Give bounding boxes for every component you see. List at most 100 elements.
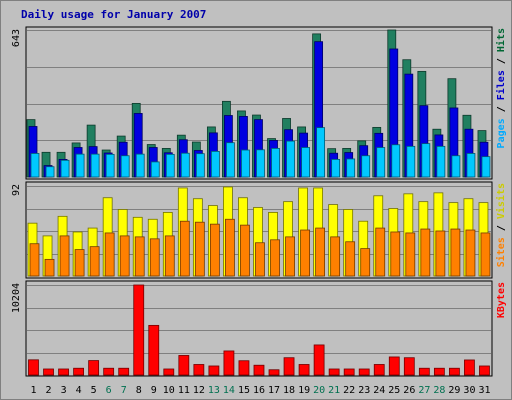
bar-sites-day-3 (59, 235, 70, 277)
axis-label-part: Sites (495, 237, 507, 267)
bar-pages-day-25 (391, 144, 401, 178)
chart-title: Daily usage for January 2007 (21, 8, 206, 21)
bar-kbytes-day-18 (283, 357, 295, 376)
x-tick-label-day-24: 24 (373, 385, 385, 396)
bar-kbytes-day-2 (43, 368, 54, 376)
bar-kbytes-day-12 (193, 364, 205, 376)
x-tick-label-day-5: 5 (91, 385, 97, 396)
bar-sites-day-18 (285, 236, 295, 277)
x-tick-label-day-19: 19 (298, 385, 310, 396)
bar-pages-day-13 (210, 150, 220, 178)
bar-sites-day-1 (29, 243, 40, 277)
bar-sites-day-24 (375, 227, 386, 277)
bar-pages-day-1 (30, 153, 40, 178)
bar-sites-day-13 (209, 223, 220, 277)
bar-pages-day-19 (301, 147, 310, 178)
x-tick-label-day-10: 10 (163, 385, 175, 396)
bar-kbytes-day-13 (208, 365, 220, 376)
panel-axis-label: Sites / Visits (495, 183, 507, 267)
bar-kbytes-day-26 (403, 357, 415, 376)
bar-kbytes-day-23 (358, 368, 370, 376)
bar-pages-day-22 (346, 158, 356, 178)
bar-pages-day-18 (286, 140, 295, 178)
axis-label-part: / (496, 219, 507, 237)
bar-pages-day-11 (180, 152, 190, 178)
bar-pages-day-6 (105, 153, 115, 178)
bar-kbytes-day-11 (178, 355, 190, 376)
bar-pages-day-24 (376, 147, 386, 178)
bar-sites-day-5 (89, 246, 100, 277)
axis-label-part: Visits (495, 183, 507, 219)
y-max-label: 92 (11, 184, 22, 196)
bar-pages-day-21 (331, 158, 341, 178)
x-tick-label-day-30: 30 (463, 385, 475, 396)
x-tick-label-day-16: 16 (253, 385, 265, 396)
bar-pages-day-3 (60, 159, 70, 178)
bar-kbytes-day-31 (479, 365, 490, 376)
bar-sites-day-9 (149, 238, 160, 277)
bar-pages-day-30 (466, 153, 476, 178)
bar-kbytes-day-8 (133, 284, 145, 376)
panel-axis-label: KBytes (496, 282, 507, 318)
x-tick-label-day-28: 28 (433, 385, 445, 396)
bar-pages-day-9 (150, 161, 160, 178)
bar-kbytes-day-25 (388, 356, 400, 376)
panel-visits-sites: 92 Sites / Visits (11, 181, 507, 279)
x-axis-day-labels: 1 2 3 4 5 6 7 8 9 10 11 12 13 14 15 16 17 18 19 20 21 22 23 24 2… (31, 385, 491, 396)
panel-axis-label: Pages / Files / Hits (495, 28, 507, 148)
x-tick-label-day-27: 27 (418, 385, 430, 396)
bar-sites-day-22 (345, 241, 356, 277)
bar-pages-day-20 (316, 127, 326, 178)
bar-pages-day-14 (226, 142, 235, 178)
bar-pages-day-7 (120, 155, 130, 178)
bar-sites-day-11 (179, 220, 190, 277)
bar-pages-day-2 (45, 166, 55, 178)
bar-sites-day-4 (74, 249, 85, 277)
bar-kbytes-day-28 (433, 367, 445, 376)
bar-sites-day-7 (119, 235, 130, 277)
bar-pages-day-27 (421, 143, 431, 178)
bar-kbytes-day-3 (58, 368, 69, 376)
bar-pages-day-15 (241, 149, 250, 178)
bar-kbytes-day-10 (163, 368, 175, 376)
bar-pages-day-29 (451, 155, 461, 178)
bar-kbytes-day-29 (449, 367, 460, 376)
x-tick-label-day-22: 22 (343, 385, 355, 396)
bar-pages-day-12 (195, 153, 205, 178)
x-tick-label-day-12: 12 (193, 385, 205, 396)
axis-label-part: / (496, 52, 507, 70)
x-tick-label-day-25: 25 (388, 385, 400, 396)
x-tick-label-day-3: 3 (61, 385, 67, 396)
bar-sites-day-8 (134, 236, 145, 277)
bar-kbytes-day-9 (148, 324, 160, 376)
x-tick-label-day-9: 9 (151, 385, 157, 396)
bar-sites-day-21 (330, 236, 341, 277)
x-tick-label-day-29: 29 (448, 385, 460, 396)
bar-kbytes-day-22 (343, 368, 355, 376)
bar-sites-day-27 (420, 228, 431, 277)
x-tick-label-day-20: 20 (313, 385, 325, 396)
axis-label-part: Files (495, 70, 507, 100)
bar-sites-day-20 (315, 227, 326, 277)
x-tick-label-day-4: 4 (76, 385, 82, 396)
axis-label-part: Hits (495, 28, 507, 52)
bar-sites-day-31 (480, 232, 491, 277)
bar-kbytes-day-30 (464, 359, 475, 376)
bar-sites-day-10 (164, 235, 175, 277)
x-tick-label-day-11: 11 (178, 385, 190, 396)
bar-kbytes-day-14 (223, 350, 235, 376)
bar-pages-day-10 (165, 153, 175, 178)
bar-kbytes-day-17 (268, 369, 280, 376)
bar-kbytes-day-4 (73, 367, 84, 376)
bar-pages-day-26 (406, 145, 416, 178)
bar-sites-day-30 (465, 229, 476, 277)
bar-kbytes-day-19 (298, 364, 310, 376)
bar-sites-day-25 (390, 231, 401, 277)
axis-label-part: / (496, 100, 507, 118)
bar-sites-day-15 (240, 224, 250, 277)
panel-hits-files-pages: 643 Pages / Files / Hits (11, 26, 507, 180)
bar-sites-day-17 (270, 239, 280, 277)
x-tick-label-day-13: 13 (208, 385, 220, 396)
